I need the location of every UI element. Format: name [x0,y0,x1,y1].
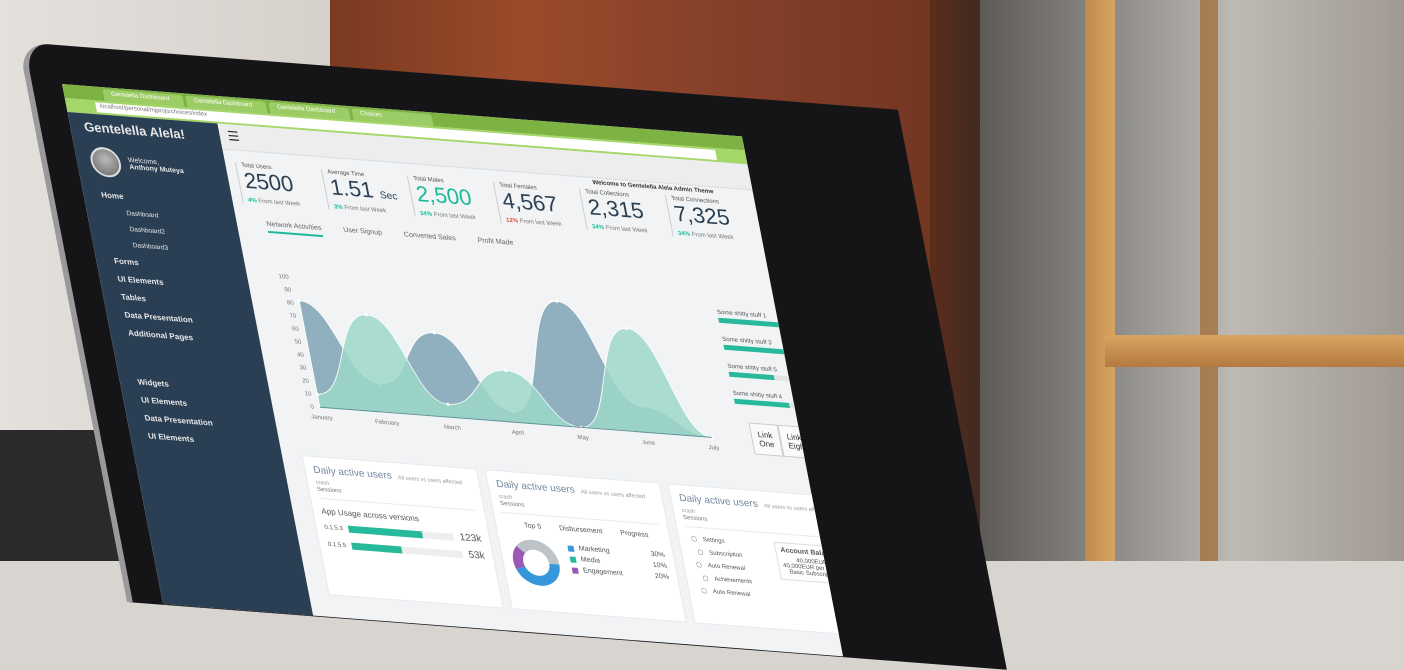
usage-value: 53k [467,549,486,562]
donut-chart [512,539,560,586]
x-tick-label: April [511,430,524,437]
brand-logo[interactable]: Gentelella Alela! [82,119,187,142]
y-tick-label: 50 [294,339,302,345]
chart-tab[interactable]: Network Activities [265,220,324,238]
progress-fill [728,371,775,381]
settings-icon: ▢ [695,562,703,569]
x-tick-label: June [642,440,657,447]
sidebar-item[interactable]: Additional Pages [127,328,194,343]
stat-card: Total Connections 7,325 34% From last We… [664,195,753,243]
settings-icon: ▢ [690,536,698,543]
y-tick-label: 90 [284,287,292,293]
version-label: 0.1.5.5 [327,541,347,549]
settings-label: Auto Renewal [712,588,751,598]
legend-swatch [571,566,579,574]
data-point [364,313,368,317]
y-tick-label: 70 [289,313,297,319]
legend-label: Media [580,556,601,565]
data-point [504,368,508,372]
panel-title: Daily active users [678,492,759,510]
stat-card: Total Females 4,567 12% From last Week [492,182,581,230]
sidebar-item[interactable]: UI Elements [147,431,195,444]
legend-swatch [569,555,577,563]
stat-card: Total Males 2,500 34% From last Week [406,175,495,223]
stat-card: Total Users 2500 4% From last Week [234,162,323,210]
x-axis [319,406,712,438]
chart-tab[interactable]: Profit Made [477,237,515,247]
chart-tab[interactable]: User Signup [342,226,383,237]
y-tick-label: 30 [299,365,307,371]
sidebar-item[interactable]: Tables [120,292,147,304]
hamburger-icon[interactable]: ☰ [226,128,241,145]
stat-card: Average Time 1.51 Sec 3% From last Week [320,168,409,217]
sidebar-item[interactable]: Data Presentation [123,310,194,325]
sidebar-item[interactable]: Data Presentation [143,413,214,428]
legend-label: Engagement [582,567,624,578]
x-tick-label: May [577,435,590,442]
y-tick-label: 10 [304,391,312,397]
shelf-post [1085,0,1115,561]
data-point [432,331,436,335]
background-room [980,0,1404,561]
data-point [555,299,559,303]
data-point [297,299,301,303]
y-tick-label: 20 [302,378,310,384]
settings-label: Settings [702,536,726,545]
settings-label: Auto Renewal [707,562,746,572]
col-top5: Top 5 [523,522,542,531]
settings-icon: ▢ [700,588,708,595]
main-content: ☰ Welcome to Gentelella Alela Admin Them… [217,123,844,657]
settings-icon: ▢ [697,549,705,556]
legend-value: 20% [654,572,670,581]
usage-bar [348,525,423,539]
y-tick-label: 40 [297,352,305,358]
y-tick-label: 100 [278,274,290,281]
panel-app-usage: Daily active users All users vs users aff… [301,455,504,609]
x-tick-label: March [444,425,462,432]
legend-swatch [567,544,575,552]
y-tick-label: 60 [292,326,300,332]
sidebar-item[interactable]: Dashboard [125,210,160,220]
legend-value: 30% [650,550,666,559]
panel-sessions: Sessions [499,500,526,509]
laptop-screen: Gentelella Dashboard Gentelella Dashboar… [62,84,844,657]
panel-sessions: Sessions [316,486,343,495]
sidebar-item[interactable]: UI Elements [140,395,188,408]
panels: Daily active users All users vs users aff… [301,455,844,637]
stat-card: Total Collections 2,315 34% From last We… [578,188,667,236]
sidebar-item[interactable]: Forms [113,256,140,268]
sidebar-item[interactable]: Dashboard2 [129,226,166,236]
x-tick-label: July [708,445,721,452]
usage-value: 123k [458,532,483,545]
panel-title: Daily active users [495,478,576,496]
settings-label: Subscription [708,549,743,559]
panel-title: Daily active users [312,464,393,482]
col-disbursement: Disbursement [558,525,604,536]
col-progress: Progress [619,529,650,539]
chart-tab[interactable]: Converted Sales [403,231,457,243]
shelf-board [1105,335,1404,367]
y-tick-label: 80 [287,300,295,306]
sidebar-item[interactable]: Home [100,190,125,202]
usage-bar [351,542,403,554]
data-point [315,392,319,396]
shelf-post [1200,0,1218,561]
version-label: 0.1.5.3 [323,524,344,532]
x-tick-label: February [375,419,401,427]
panel-top5: Daily active users All users vs users aff… [484,469,687,623]
sidebar-item[interactable]: Dashboard3 [132,242,169,252]
sidebar-item[interactable]: Widgets [136,377,170,389]
data-point [446,402,450,406]
area-chart: 1009080706050403020100JanuaryFebruaryMar… [278,274,721,452]
profile: Welcome, Anthony Muteya [87,146,216,185]
x-tick-label: January [311,414,334,422]
data-point [624,326,628,330]
legend-label: Marketing [578,545,611,555]
legend-value: 10% [652,561,668,570]
sidebar-item[interactable]: UI Elements [116,274,165,287]
y-tick-label: 0 [310,405,315,411]
settings-label: Achievements [713,575,753,585]
settings-icon: ▢ [702,575,710,582]
avatar [87,146,124,179]
